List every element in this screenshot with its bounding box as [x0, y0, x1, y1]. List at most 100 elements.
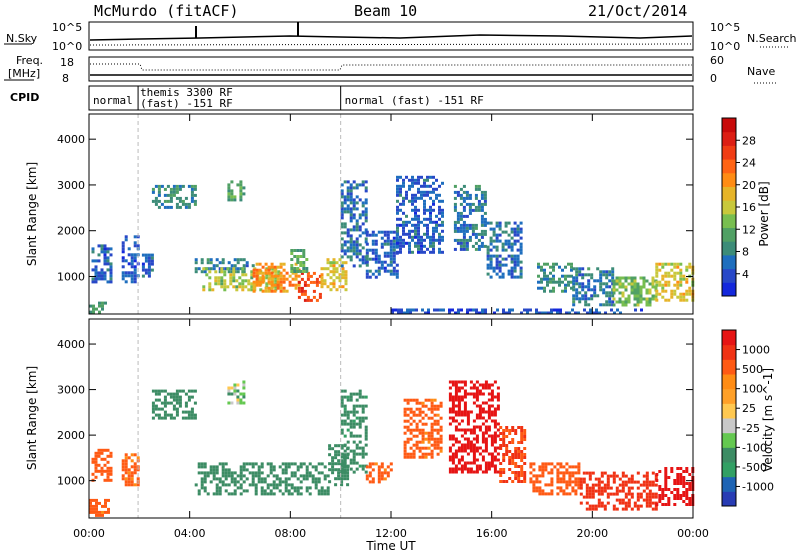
- velocity-cell: [514, 432, 518, 435]
- power-cell: [91, 277, 95, 281]
- velocity-cell: [466, 437, 470, 441]
- power-cell: [361, 246, 365, 250]
- velocity-cell: [606, 495, 610, 499]
- power-cell: [270, 289, 274, 293]
- power-cell: [504, 242, 508, 246]
- power-cell: [265, 282, 269, 286]
- nsky-label: N.Sky: [6, 32, 38, 45]
- velocity-cell: [502, 453, 506, 456]
- power-cell: [121, 271, 125, 275]
- velocity-cell: [260, 465, 264, 469]
- power-cell: [417, 235, 420, 239]
- velocity-cell: [218, 477, 222, 481]
- velocity-cell: [187, 416, 191, 420]
- power-cell: [426, 235, 429, 239]
- velocity-cell: [284, 465, 288, 469]
- power-cell: [208, 285, 212, 289]
- velocity-cell: [233, 471, 237, 475]
- velocity-cell: [121, 468, 125, 472]
- velocity-cell: [266, 462, 270, 466]
- power-cell: [184, 205, 188, 209]
- power-cell: [661, 265, 665, 269]
- velocity-cell: [236, 398, 240, 402]
- velocity-cell: [496, 428, 500, 432]
- power-cell: [441, 211, 444, 215]
- power-cell: [103, 247, 107, 251]
- velocity-cell: [109, 472, 113, 476]
- power-cell: [642, 285, 646, 289]
- power-cell: [104, 301, 107, 305]
- power-cell: [340, 201, 344, 205]
- power-colorbar-swatch: [722, 213, 736, 229]
- velocity-cell: [412, 434, 416, 438]
- power-cell: [109, 262, 113, 266]
- power-cell: [581, 276, 585, 280]
- power-cell: [255, 277, 259, 281]
- power-cell: [157, 190, 161, 194]
- power-cell: [651, 294, 655, 298]
- velocity-cell: [107, 498, 110, 502]
- velocity-cell: [251, 480, 255, 484]
- velocity-cell: [642, 483, 646, 487]
- velocity-cell: [454, 395, 458, 399]
- velocity-cell: [532, 480, 536, 484]
- velocity-cell: [101, 513, 104, 517]
- velocity-cell: [305, 489, 309, 493]
- power-cell: [457, 308, 460, 312]
- velocity-cell: [421, 437, 425, 441]
- velocity-cell: [667, 488, 671, 491]
- power-cell: [673, 262, 677, 266]
- power-cell: [661, 289, 665, 293]
- power-cell: [621, 300, 625, 304]
- velocity-cell: [121, 465, 125, 469]
- velocity-cell: [460, 464, 464, 468]
- velocity-cell: [337, 471, 341, 475]
- power-cell: [402, 241, 405, 245]
- power-cell: [590, 273, 594, 277]
- power-cell: [236, 267, 240, 271]
- velocity-cell: [427, 398, 431, 402]
- power-cell: [441, 229, 444, 233]
- velocity-cell: [514, 477, 518, 480]
- velocity-cell: [430, 401, 434, 405]
- velocity-cell: [487, 467, 491, 471]
- velocity-cell: [484, 437, 488, 441]
- velocity-cell: [290, 474, 294, 478]
- power-cell: [408, 244, 411, 248]
- power-cell: [664, 280, 668, 284]
- velocity-cell: [209, 471, 213, 475]
- power-cell: [427, 311, 430, 315]
- power-cell: [513, 257, 517, 261]
- power-cell: [157, 205, 161, 209]
- velocity-cell: [520, 429, 524, 432]
- velocity-cell: [254, 462, 258, 466]
- velocity-cell: [187, 413, 191, 417]
- velocity-cell: [600, 492, 604, 496]
- power-cell: [423, 190, 426, 194]
- velocity-cell: [412, 449, 416, 453]
- power-cell: [688, 262, 692, 266]
- velocity-cell: [406, 455, 410, 459]
- power-cell: [239, 195, 243, 199]
- velocity-cell: [172, 392, 176, 396]
- power-cell: [344, 288, 348, 292]
- velocity-cell: [181, 389, 185, 393]
- power-cell: [396, 178, 399, 182]
- power-cell: [414, 241, 417, 245]
- power-cell: [349, 213, 353, 217]
- power-cell: [651, 276, 655, 280]
- velocity-cell: [349, 461, 353, 465]
- power-cell: [420, 193, 423, 197]
- velocity-cell: [409, 455, 413, 459]
- power-cell: [565, 311, 568, 315]
- velocity-cell: [103, 469, 107, 473]
- power-cell: [343, 240, 347, 244]
- velocity-cell: [361, 446, 365, 450]
- power-cell: [429, 235, 432, 239]
- velocity-cell: [454, 413, 458, 417]
- power-cell: [510, 272, 514, 276]
- power-cell: [423, 205, 426, 209]
- velocity-cell: [436, 446, 440, 450]
- velocity-cell: [451, 461, 455, 465]
- velocity-cell: [406, 419, 410, 423]
